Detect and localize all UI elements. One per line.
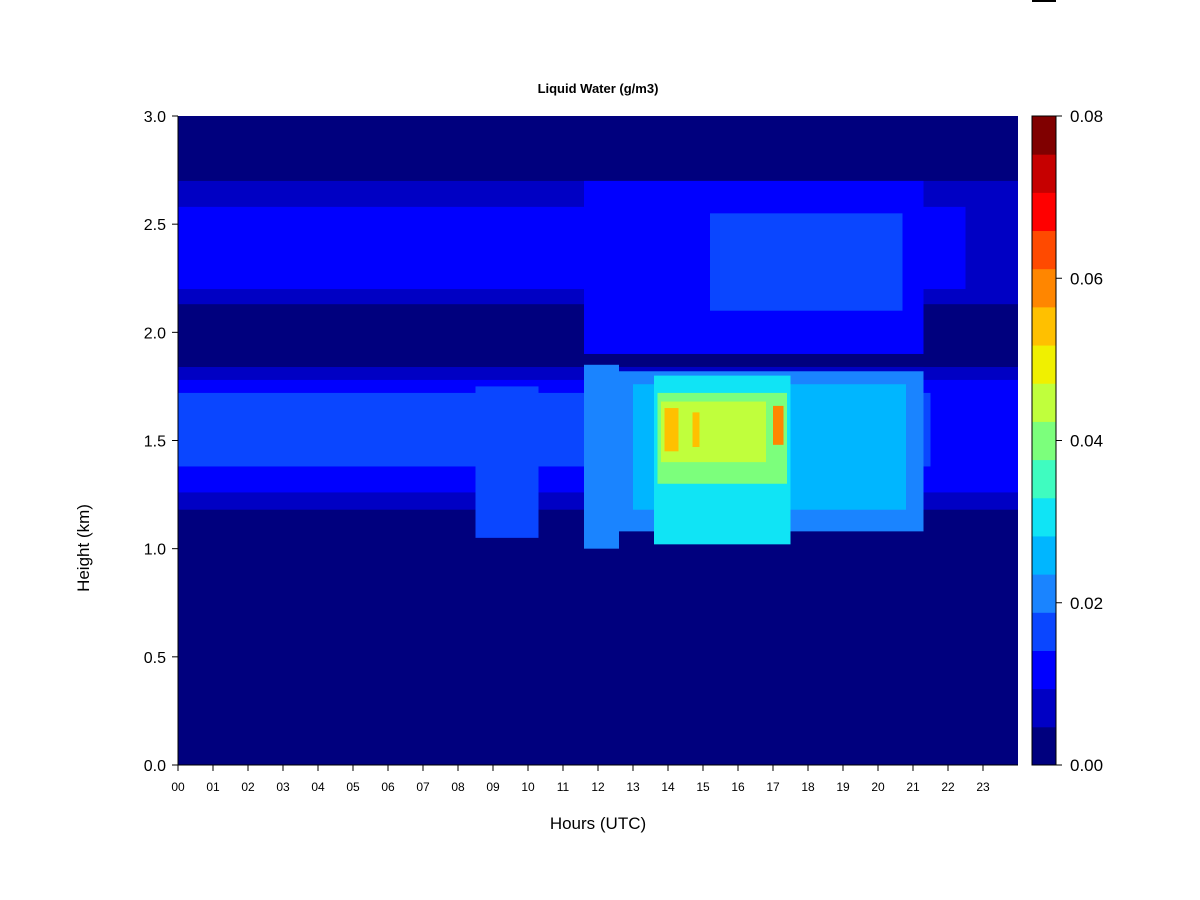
x-tick-label: 10 [521,780,535,794]
corner-mark [1032,0,1056,2]
heatmap-cell-18 [923,310,1018,367]
x-tick-label: 20 [871,780,885,794]
y-axis: 0.0 0.5 1.0 1.5 2.0 2.5 3.0 [144,109,179,775]
colorbar-tick-label: 0.08 [1070,107,1103,126]
x-tick-label: 07 [416,780,430,794]
heatmap-cell-3 [475,386,539,538]
x-tick-label: 03 [276,780,290,794]
colorbar-segment [1032,230,1056,270]
y-tick-label: 3.0 [144,109,166,126]
colorbar-segment [1032,459,1056,499]
y-tick-label: 0.0 [144,758,166,775]
x-tick-label: 15 [696,780,710,794]
y-axis-label: Height (km) [74,504,93,592]
colorbar-segment [1032,497,1056,537]
x-tick-label: 02 [241,780,255,794]
colorbar [1031,115,1057,766]
colorbar-segment [1032,535,1056,575]
y-tick-label: 1.0 [144,542,166,559]
colorbar-segment [1032,192,1056,232]
colorbar-tick-label: 0.04 [1070,432,1103,451]
x-tick-label: 13 [626,780,640,794]
colorbar-segment [1032,650,1056,690]
x-tick-label: 21 [906,780,920,794]
x-tick-label: 18 [801,780,815,794]
colorbar-segment [1032,726,1056,766]
colorbar-segment [1032,345,1056,384]
heatmap-cell-16 [710,213,903,311]
x-tick-label: 00 [171,780,185,794]
x-tick-label: 04 [311,780,325,794]
colorbar-segment [1032,574,1056,613]
heatmap-cell-4 [584,364,619,549]
colorbar-segment [1032,421,1056,461]
x-tick-label: 23 [976,780,990,794]
x-tick-label: 05 [346,780,360,794]
heatmap-cell-10 [664,408,679,452]
x-tick-label: 12 [591,780,605,794]
y-tick-label: 2.0 [144,325,166,342]
colorbar-segment [1032,383,1056,422]
x-tick-label: 01 [206,780,220,794]
heatmap-cell-17 [178,310,581,367]
heatmap-cell-11 [692,412,700,447]
x-tick-label: 17 [766,780,780,794]
x-tick-label: 11 [557,780,570,794]
x-tick-label: 14 [661,780,675,794]
colorbar-ticks: 0.00 0.02 0.04 0.06 0.08 [1056,107,1103,775]
x-tick-label: 08 [451,780,465,794]
colorbar-tick-label: 0.00 [1070,756,1103,775]
colorbar-segment [1032,154,1056,193]
colorbar-segment [1032,268,1056,308]
heatmap-cell-12 [773,405,784,445]
colorbar-segment [1032,116,1056,155]
chart-title: Liquid Water (g/m3) [538,81,659,96]
colorbar-segment [1032,306,1056,346]
x-tick-label: 19 [836,780,850,794]
x-axis: 00 01 02 03 04 05 06 07 08 09 10 11 12 13 14 15 16 17 18 19… [171,764,1018,794]
plot-area [178,116,1018,765]
colorbar-segment [1032,688,1056,728]
x-tick-label: 09 [486,780,500,794]
y-tick-label: 0.5 [144,650,166,667]
colorbar-tick-label: 0.02 [1070,594,1103,613]
x-tick-label: 16 [731,780,745,794]
y-tick-label: 1.5 [144,434,166,451]
colorbar-segment [1032,612,1056,651]
x-tick-label: 06 [381,780,395,794]
x-axis-label: Hours (UTC) [550,814,646,833]
colorbar-tick-label: 0.06 [1070,269,1103,288]
y-tick-label: 2.5 [144,217,166,234]
x-tick-label: 22 [941,780,955,794]
